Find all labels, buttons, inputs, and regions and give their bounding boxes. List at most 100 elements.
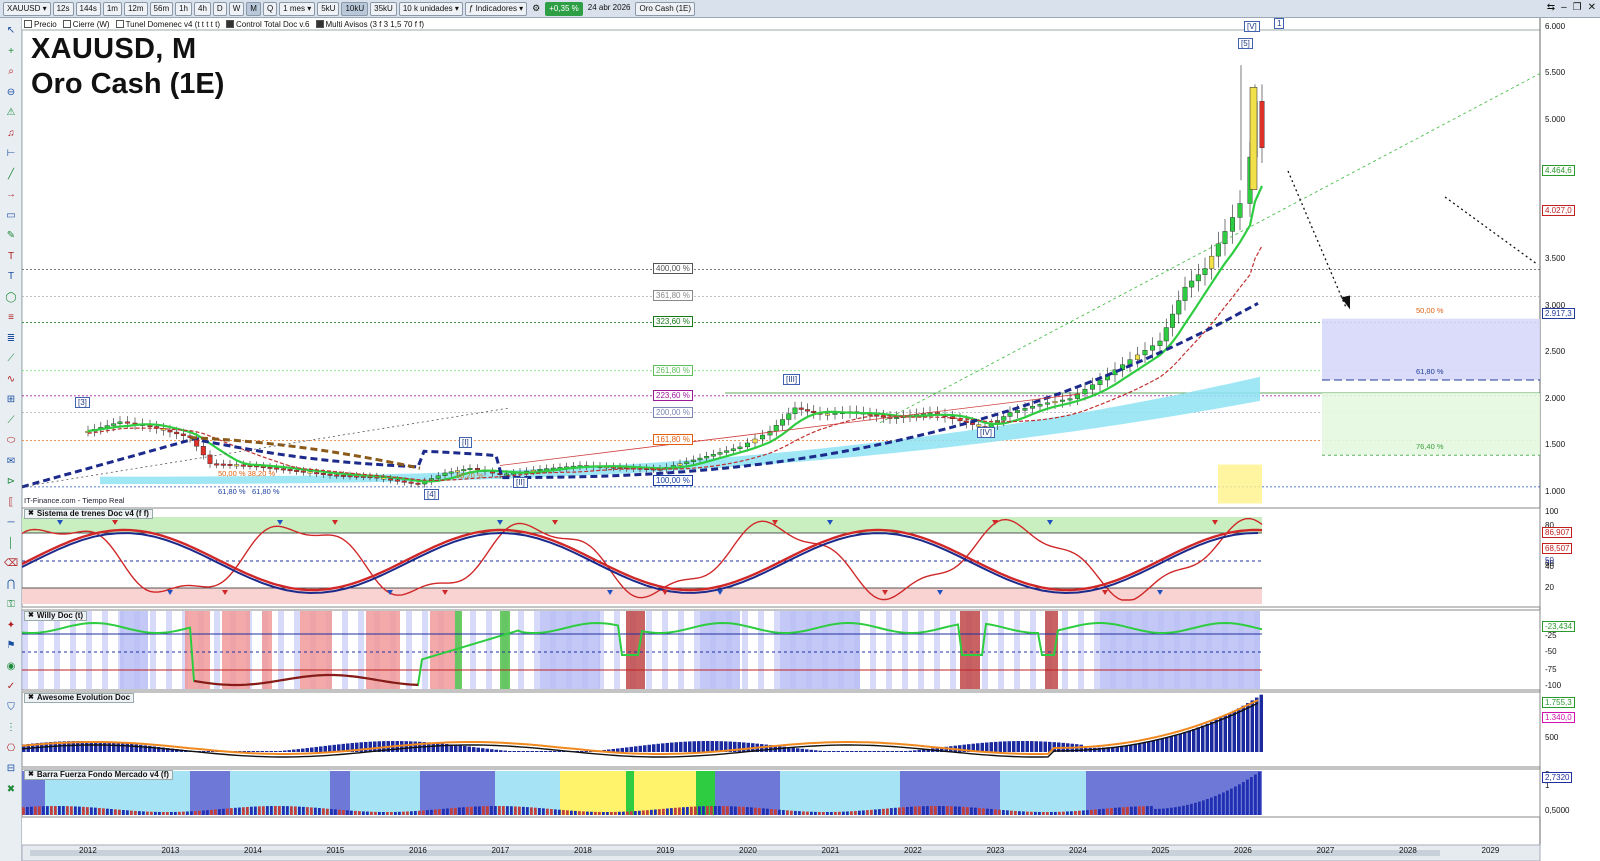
close-panel-icon[interactable]: ✖ [28, 694, 34, 701]
panel-axis-tick: 20 [1545, 583, 1554, 592]
grid-icon[interactable]: ⊟ [6, 763, 16, 774]
bff-bar [998, 809, 1001, 815]
channel-icon[interactable]: ≡ [8, 312, 14, 323]
indicator-toggle[interactable]: Tunel Domenec v4 (t t t t t) [115, 19, 220, 29]
timeframe-144s[interactable]: 144s [75, 1, 101, 16]
close-panel-icon[interactable]: ✖ [28, 612, 34, 619]
indicator-toggle[interactable]: Cierre (W) [62, 19, 110, 29]
text-alt-icon[interactable]: T [7, 271, 15, 282]
indicator-toggle[interactable]: Precio [24, 19, 57, 29]
eye-icon[interactable]: ◉ [6, 660, 16, 672]
volume-5kU[interactable]: 5kU [317, 1, 340, 16]
panel-title[interactable]: ✖ Awesome Evolution Doc [24, 693, 135, 703]
tag-icon[interactable]: ⊳ [6, 476, 16, 487]
minimize-icon[interactable]: – [1561, 2, 1567, 13]
checkbox-icon[interactable] [315, 19, 324, 28]
trash-icon[interactable]: ✖ [6, 783, 16, 795]
candle [786, 413, 792, 420]
checkbox-icon[interactable] [115, 19, 124, 28]
bff-bar [546, 808, 549, 815]
indicators-button[interactable]: ƒ Indicadores ▾ [464, 1, 528, 16]
zoom-icon[interactable]: ⌕ [8, 66, 14, 77]
ao-bar [80, 741, 84, 752]
timeframe-Q[interactable]: Q [262, 1, 278, 16]
timeframe-D[interactable]: D [212, 1, 227, 16]
timeframe-56m[interactable]: 56m [149, 1, 174, 16]
close-icon[interactable]: ✕ [1587, 2, 1596, 13]
timeframe-1h[interactable]: 1h [175, 1, 193, 16]
indicator-toggle[interactable]: Multi Avisos (3 f 3 1,5 70 f f) [315, 19, 424, 29]
crosshair-icon[interactable]: + [8, 45, 14, 57]
checkbox-icon[interactable] [62, 19, 71, 28]
volume-10kU[interactable]: 10kU [341, 1, 369, 16]
bff-bar [994, 809, 997, 815]
link-icon[interactable]: ⇆ [1546, 2, 1556, 13]
magnet-icon[interactable]: ⋂ [6, 578, 16, 590]
time-tick: 2024 [1069, 846, 1087, 855]
panel-title[interactable]: ✖ Sistema de trenes Doc v4 (f f) [24, 509, 153, 519]
note-icon[interactable]: ✉ [6, 455, 16, 467]
checkbox-icon[interactable] [24, 19, 32, 28]
text-icon[interactable]: T [7, 250, 15, 262]
checkbox-icon[interactable] [225, 19, 234, 28]
hline-icon[interactable]: ─ [7, 517, 15, 528]
period-selector[interactable]: 1 mes ▾ [279, 1, 316, 16]
settings-icon[interactable]: ⚙ [532, 2, 541, 13]
camera-icon[interactable]: ⎔ [6, 742, 16, 754]
timeframe-W[interactable]: W [228, 1, 245, 16]
timeframe-4h[interactable]: 4h [194, 1, 211, 16]
panel-title[interactable]: ✖ Barra Fuerza Fondo Mercado v4 (f) [24, 770, 173, 780]
restore-icon[interactable]: ❐ [1572, 2, 1582, 13]
eraser-icon[interactable]: ⌫ [4, 558, 19, 569]
units-selector[interactable]: 10 k unidades ▾ [398, 1, 463, 16]
arrow-icon[interactable]: → [6, 189, 16, 200]
indicator-toggle[interactable]: Control Total Doc v.6 [225, 19, 310, 29]
timeframe-M[interactable]: M [246, 1, 261, 16]
bff-bar [418, 810, 421, 815]
timeframe-12s[interactable]: 12s [52, 1, 74, 16]
star-icon[interactable]: ✦ [6, 619, 16, 631]
close-panel-icon[interactable]: ✖ [28, 510, 34, 517]
ruler-icon[interactable]: ⊢ [6, 148, 16, 159]
timeframe-12m[interactable]: 12m [123, 1, 148, 16]
line-icon[interactable]: ╱ [7, 168, 15, 180]
measure-icon[interactable]: ⊞ [6, 394, 16, 405]
willy-bg-bar [22, 611, 28, 689]
candle [537, 469, 543, 471]
rect-icon[interactable]: ▭ [6, 209, 16, 221]
cursor-icon[interactable]: ↖ [6, 25, 16, 36]
candle [1182, 286, 1188, 301]
fib-icon[interactable]: ≣ [6, 332, 16, 344]
bff-bar [1114, 807, 1117, 815]
bracket-icon[interactable]: ⟦ [8, 496, 14, 508]
willy-zone [1045, 611, 1058, 689]
ao-bar [278, 750, 282, 752]
timeframe-1m[interactable]: 1m [102, 1, 122, 16]
wave-icon[interactable]: ∿ [6, 373, 16, 385]
ellipse-icon[interactable]: ⬭ [6, 435, 16, 446]
candle [1037, 403, 1043, 407]
check-icon[interactable]: ✓ [6, 681, 16, 692]
bff-bar [482, 806, 485, 815]
ao-bar [1237, 708, 1241, 752]
symbol-selector[interactable]: XAUUSD ▾ [3, 1, 51, 16]
lock-icon[interactable]: ⚿ [7, 599, 15, 610]
bff-bar [46, 806, 49, 815]
trend-icon[interactable]: ⟋ [7, 414, 15, 426]
flag-icon[interactable]: ⚑ [6, 640, 16, 651]
close-panel-icon[interactable]: ✖ [28, 771, 34, 778]
zoom-out-icon[interactable]: ⊖ [6, 86, 16, 98]
alert-icon[interactable]: ⚠ [6, 107, 16, 118]
circle-icon[interactable]: ◯ [5, 291, 17, 303]
pen-icon[interactable]: ✎ [6, 230, 16, 241]
panel-title[interactable]: ✖ Willy Doc (t) [24, 611, 88, 621]
volume-35kU[interactable]: 35kU [370, 1, 397, 16]
bucket-icon[interactable]: ⛉ [7, 701, 15, 713]
ray-icon[interactable]: ⟋ [7, 353, 15, 364]
vline-icon[interactable]: │ [7, 537, 15, 549]
dots-icon[interactable]: ⋮ [6, 722, 16, 733]
ao-line [21, 699, 1259, 755]
candle [401, 480, 407, 483]
bell-icon[interactable]: ♫ [7, 127, 15, 139]
bff-segment [190, 771, 230, 815]
